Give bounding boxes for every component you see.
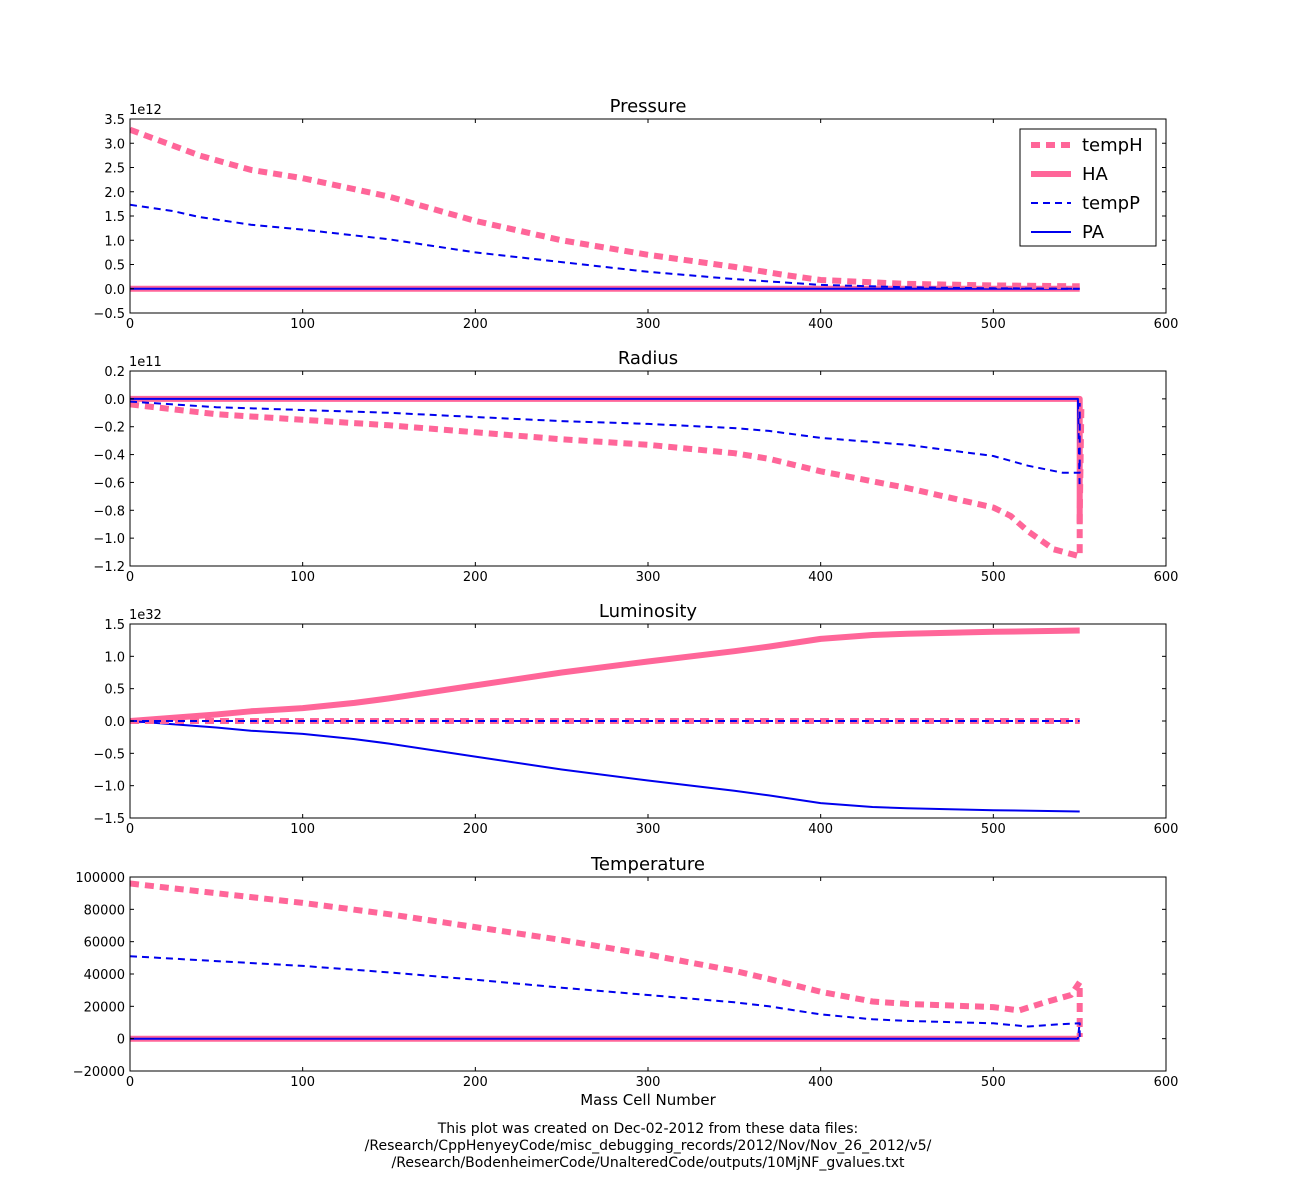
- axis-multiplier: 1e32: [129, 608, 162, 623]
- chart-title: Luminosity: [599, 601, 698, 622]
- x-tick-label: 0: [126, 1075, 134, 1090]
- x-tick-label: 100: [290, 317, 315, 332]
- y-tick-label: −20000: [73, 1065, 125, 1080]
- x-tick-label: 200: [463, 570, 488, 585]
- axis-multiplier: 1e11: [129, 355, 162, 370]
- x-tick-label: 400: [808, 1075, 833, 1090]
- x-tick-label: 0: [126, 570, 134, 585]
- x-tick-label: 100: [290, 1075, 315, 1090]
- series-line-tempp: [130, 400, 1081, 474]
- y-tick-label: −0.6: [93, 476, 125, 491]
- series-line-pa: [130, 1022, 1081, 1040]
- y-tick-label: 0.0: [104, 393, 125, 408]
- x-tick-label: 0: [126, 822, 134, 837]
- x-tick-label: 200: [463, 822, 488, 837]
- legend-label: PA: [1082, 222, 1105, 243]
- x-tick-label: 300: [636, 1075, 661, 1090]
- y-tick-label: −1.0: [93, 780, 125, 795]
- series-line-tempp: [130, 955, 1081, 1037]
- x-tick-label: 600: [1154, 317, 1179, 332]
- x-tick-label: 200: [463, 317, 488, 332]
- y-tick-label: 0.0: [104, 283, 125, 298]
- y-tick-label: 3.0: [104, 137, 125, 152]
- series-line-ha: [130, 627, 1080, 724]
- series-line-pa: [130, 397, 1081, 490]
- y-tick-label: 60000: [84, 936, 125, 951]
- x-tick-label: 400: [808, 570, 833, 585]
- legend-label: tempP: [1082, 193, 1140, 214]
- chart-title: Radius: [618, 348, 678, 369]
- y-tick-label: 40000: [84, 968, 125, 983]
- x-tick-label: 300: [636, 822, 661, 837]
- footer-line-3: /Research/BodenheimerCode/UnalteredCode/…: [391, 1155, 905, 1171]
- x-tick-label: 600: [1154, 1075, 1179, 1090]
- x-tick-label: 500: [981, 822, 1006, 837]
- y-tick-label: 0.0: [104, 715, 125, 730]
- chart-title: Pressure: [610, 96, 687, 117]
- series-line-temph: [130, 880, 1083, 1037]
- y-tick-label: 80000: [84, 903, 125, 918]
- x-tick-label: 0: [126, 317, 134, 332]
- x-tick-label: 600: [1154, 570, 1179, 585]
- y-tick-label: −0.5: [93, 307, 125, 322]
- x-tick-label: 200: [463, 1075, 488, 1090]
- y-tick-label: −0.4: [93, 449, 125, 464]
- x-tick-label: 600: [1154, 822, 1179, 837]
- x-tick-label: 400: [808, 317, 833, 332]
- legend-box: [1019, 128, 1157, 247]
- axes-frame: [129, 118, 1167, 314]
- y-tick-label: −0.5: [93, 747, 125, 762]
- y-tick-label: −1.2: [93, 560, 125, 575]
- y-tick-label: 2.5: [104, 162, 125, 177]
- legend-label: HA: [1082, 164, 1109, 185]
- y-tick-label: −0.2: [93, 421, 125, 436]
- y-tick-label: 1.5: [104, 618, 125, 633]
- figure: 0 100 200 300 400 500 600 −0.5 0.0 0.5 1.0 1.5 2.0 2.…: [73, 96, 1179, 1109]
- y-tick-label: −0.8: [93, 504, 125, 519]
- axis-multiplier: 1e12: [129, 103, 162, 118]
- y-tick-label: 1.0: [104, 234, 125, 249]
- y-tick-label: −1.5: [93, 812, 125, 827]
- axes-frame: [129, 876, 1167, 1072]
- x-tick-label: 300: [636, 570, 661, 585]
- x-tick-label: 100: [290, 822, 315, 837]
- y-tick-label: 0.5: [104, 683, 125, 698]
- x-tick-label: 500: [981, 317, 1006, 332]
- series-line-tempp: [130, 203, 1080, 290]
- y-tick-label: 3.5: [104, 113, 125, 128]
- y-tick-label: −1.0: [93, 532, 125, 547]
- legend-label: tempH: [1082, 135, 1143, 156]
- series-line-temph: [130, 126, 1080, 290]
- y-tick-label: 1.5: [104, 210, 125, 225]
- y-tick-label: 20000: [84, 1000, 125, 1015]
- x-tick-label: 100: [290, 570, 315, 585]
- x-tick-label: 500: [981, 570, 1006, 585]
- y-tick-label: 0: [117, 1033, 125, 1048]
- footer-line-1: This plot was created on Dec-02-2012 fro…: [437, 1121, 859, 1137]
- series-line-temph: [130, 401, 1085, 560]
- x-axis-label: Mass Cell Number: [580, 1091, 716, 1109]
- x-tick-label: 400: [808, 822, 833, 837]
- footer-line-2: /Research/CppHenyeyCode/misc_debugging_r…: [364, 1138, 932, 1154]
- chart-title: Temperature: [590, 854, 705, 875]
- series-line-pa: [130, 720, 1080, 813]
- y-tick-label: 0.2: [104, 365, 125, 380]
- y-tick-label: 100000: [75, 871, 125, 886]
- x-tick-label: 500: [981, 1075, 1006, 1090]
- y-tick-label: 2.0: [104, 186, 125, 201]
- x-tick-label: 300: [636, 317, 661, 332]
- y-tick-label: 1.0: [104, 650, 125, 665]
- y-tick-label: 0.5: [104, 259, 125, 274]
